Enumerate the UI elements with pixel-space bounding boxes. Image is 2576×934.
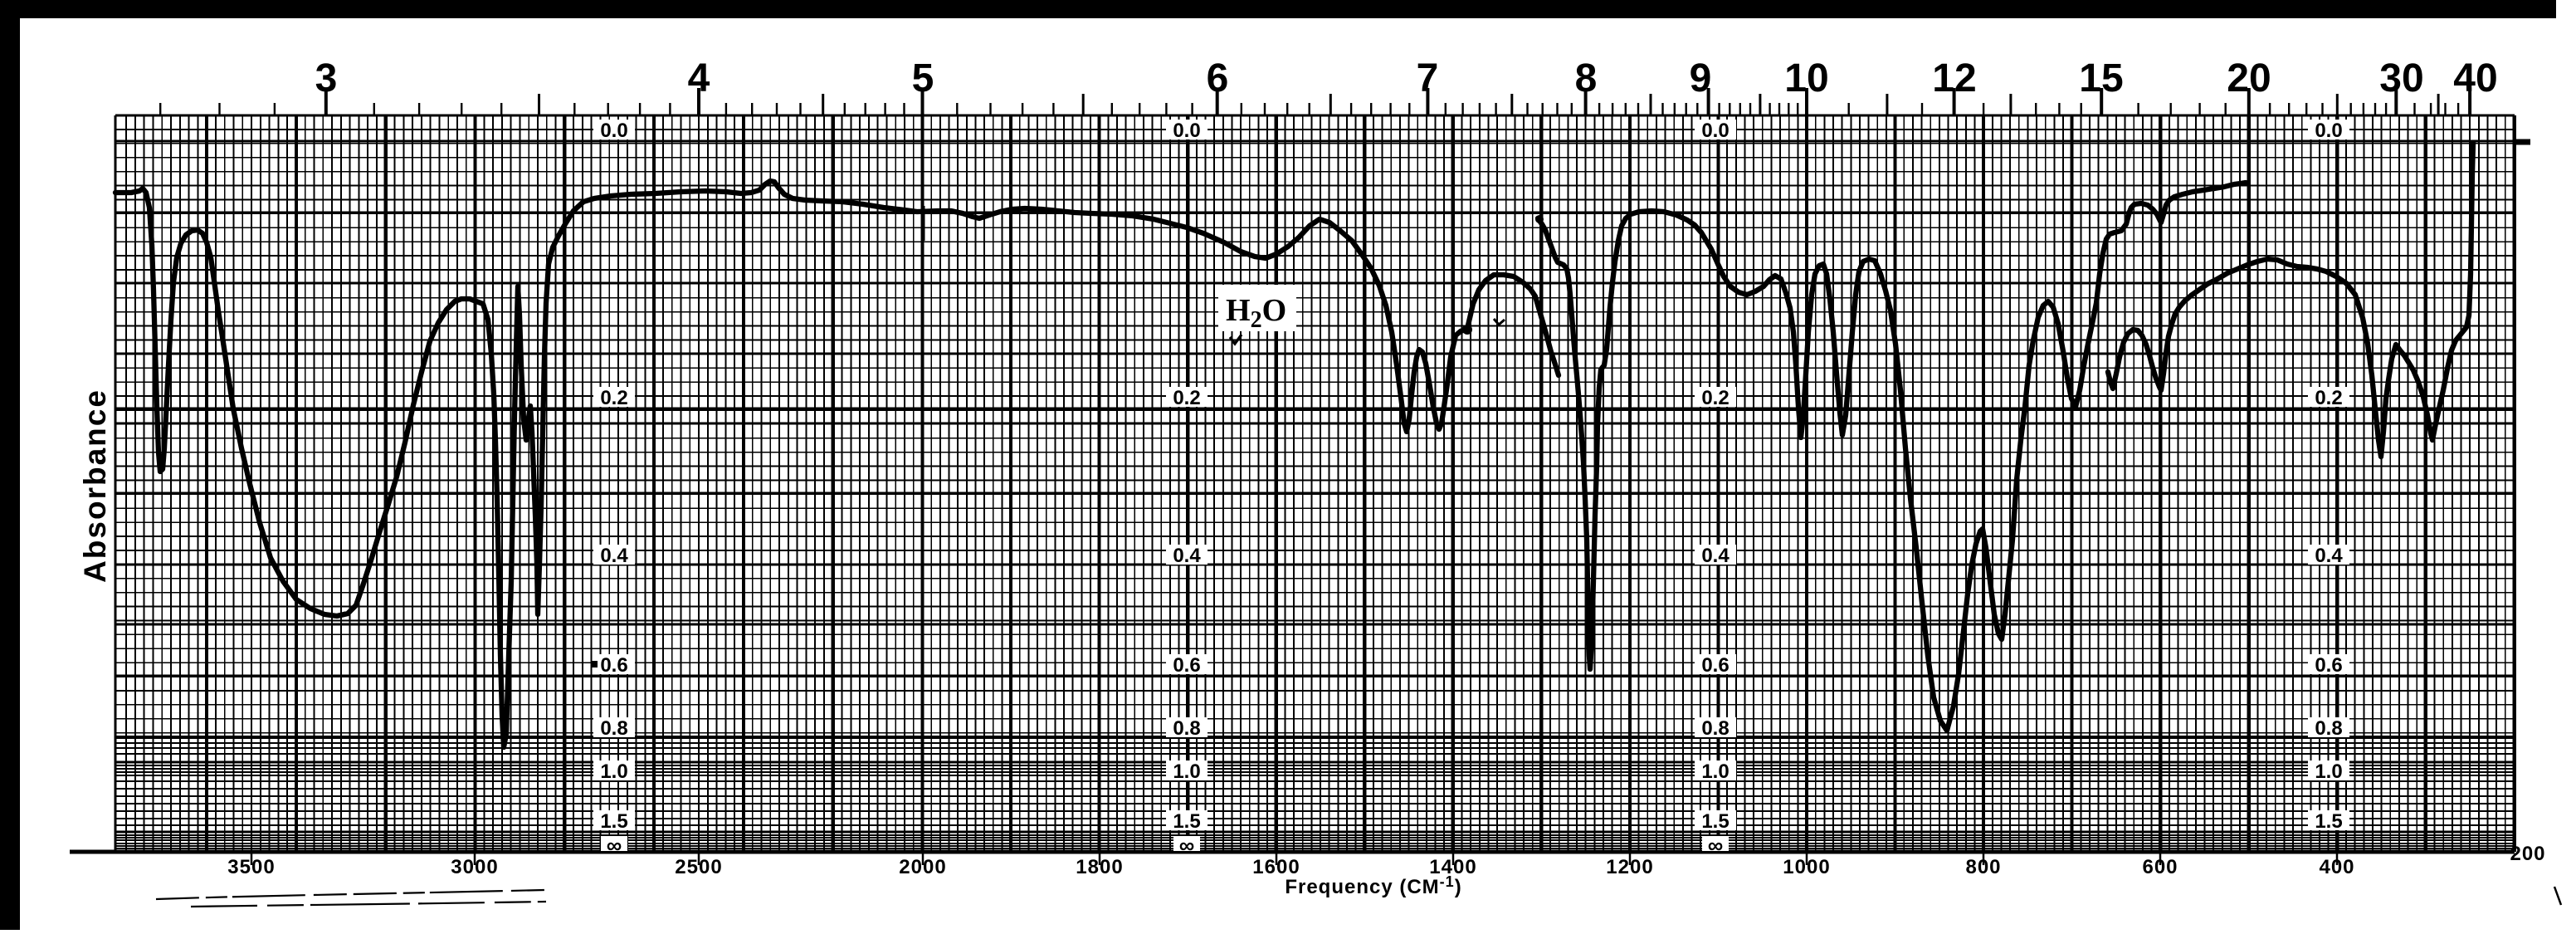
svg-text:20: 20 [2227, 56, 2271, 100]
svg-text:1.5: 1.5 [1173, 810, 1200, 833]
svg-text:∞: ∞ [607, 833, 622, 858]
svg-text:0.8: 0.8 [1701, 717, 1729, 740]
svg-text:0.4: 0.4 [2315, 545, 2343, 567]
svg-text:0.0: 0.0 [600, 120, 627, 142]
svg-text:6: 6 [1207, 56, 1229, 100]
svg-text:0.2: 0.2 [1701, 387, 1729, 409]
svg-text:0.8: 0.8 [1173, 717, 1200, 740]
svg-text:0.4: 0.4 [1701, 545, 1730, 567]
svg-text:∞: ∞ [1179, 833, 1195, 858]
svg-text:0.6: 0.6 [1173, 654, 1200, 677]
svg-text:1.5: 1.5 [1701, 810, 1729, 833]
svg-text:0.2: 0.2 [600, 387, 627, 409]
svg-text:1.0: 1.0 [1173, 760, 1200, 783]
svg-text:0.8: 0.8 [600, 717, 627, 740]
svg-text:30: 30 [2379, 56, 2423, 100]
svg-text:15: 15 [2079, 56, 2123, 100]
svg-text:200: 200 [2510, 843, 2545, 865]
svg-text:0.0: 0.0 [1173, 120, 1200, 142]
svg-text:1.5: 1.5 [2315, 810, 2342, 833]
svg-text:0.6: 0.6 [600, 654, 627, 677]
svg-text:0.4: 0.4 [600, 545, 628, 567]
svg-text:0.8: 0.8 [2315, 717, 2342, 740]
svg-text:0.6: 0.6 [2315, 654, 2342, 677]
svg-text:1.0: 1.0 [2315, 760, 2342, 783]
svg-text:0.4: 0.4 [1173, 545, 1201, 567]
svg-text:3: 3 [315, 56, 338, 100]
svg-text:7: 7 [1417, 56, 1439, 100]
svg-text:1.0: 1.0 [1701, 760, 1729, 783]
svg-text:0.0: 0.0 [2315, 120, 2342, 142]
svg-text:1.0: 1.0 [600, 760, 627, 783]
svg-text:Frequency (CM-1): Frequency (CM-1) [1285, 873, 1461, 898]
svg-text:0.0: 0.0 [1701, 120, 1729, 142]
svg-text:∞: ∞ [1708, 833, 1724, 858]
svg-text:0.6: 0.6 [1701, 654, 1729, 677]
svg-text:4: 4 [688, 56, 710, 100]
svg-text:12: 12 [1932, 56, 1976, 100]
svg-text:8: 8 [1575, 56, 1598, 100]
svg-text:1.5: 1.5 [600, 810, 627, 833]
svg-text:0.2: 0.2 [2315, 387, 2342, 409]
svg-text:Absorbance: Absorbance [78, 389, 112, 583]
svg-text:10: 10 [1784, 56, 1828, 100]
svg-text:40: 40 [2453, 56, 2497, 100]
svg-text:9: 9 [1690, 56, 1712, 100]
svg-text:0.2: 0.2 [1173, 387, 1200, 409]
svg-text:5: 5 [912, 56, 934, 100]
